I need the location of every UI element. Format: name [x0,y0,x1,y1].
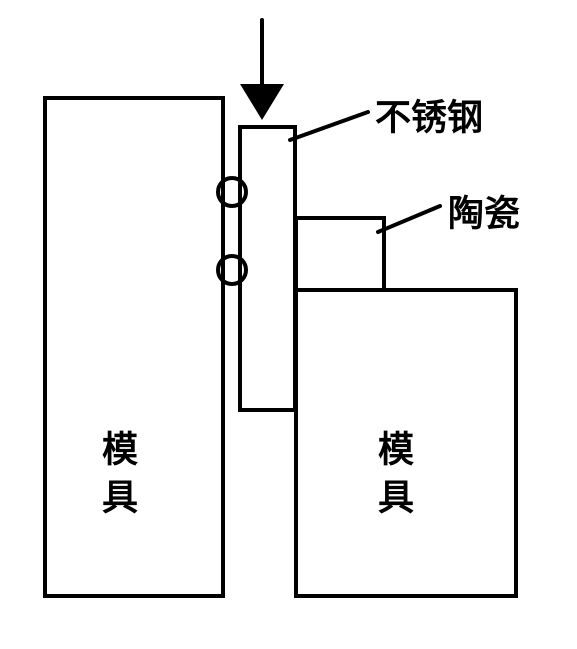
stainless-steel-bar [240,127,295,410]
label-stainless-steel: 不锈钢 [375,97,483,138]
label-right-mold-2: 具 [378,477,414,518]
leader-steel [290,112,368,140]
label-right-mold-1: 模 [378,429,414,470]
leader-ceramic [378,206,440,232]
label-ceramic: 陶瓷 [448,193,520,234]
ceramic-block [296,218,384,290]
left-mold [45,98,223,596]
force-arrow-head [240,84,284,120]
label-left-mold-1: 模 [102,429,138,470]
label-left-mold-2: 具 [102,477,138,518]
